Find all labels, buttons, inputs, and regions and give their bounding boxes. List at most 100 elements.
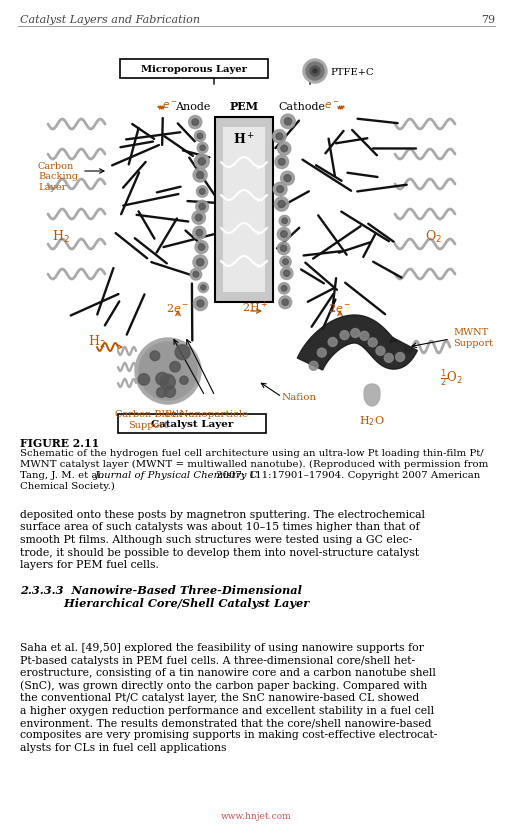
Circle shape <box>196 186 208 198</box>
Circle shape <box>278 243 290 255</box>
Text: Schematic of the hydrogen fuel cell architecture using an ultra-low Pt loading t: Schematic of the hydrogen fuel cell arch… <box>20 449 484 457</box>
Circle shape <box>160 375 175 390</box>
Text: 2.3.3.3  Nanowire-Based Three-Dimensional: 2.3.3.3 Nanowire-Based Three-Dimensional <box>20 585 302 595</box>
Text: Tang, J. M. et al.: Tang, J. M. et al. <box>20 470 107 479</box>
Text: deposited onto these posts by magnetron sputtering. The electrochemical: deposited onto these posts by magnetron … <box>20 509 425 519</box>
Circle shape <box>384 354 393 363</box>
Circle shape <box>275 156 288 170</box>
Circle shape <box>313 70 317 74</box>
Text: 79: 79 <box>481 15 495 25</box>
Circle shape <box>281 146 287 152</box>
Circle shape <box>150 352 160 361</box>
Circle shape <box>156 388 167 397</box>
Circle shape <box>192 120 199 126</box>
Circle shape <box>277 186 284 194</box>
Circle shape <box>197 134 203 140</box>
Circle shape <box>198 158 206 166</box>
Circle shape <box>197 301 204 308</box>
Circle shape <box>281 286 287 291</box>
Circle shape <box>281 246 287 253</box>
Text: Carbon
Backing
Layer: Carbon Backing Layer <box>38 161 78 191</box>
Circle shape <box>284 271 290 277</box>
Circle shape <box>193 227 206 240</box>
Circle shape <box>272 130 286 144</box>
Circle shape <box>198 244 205 251</box>
Circle shape <box>135 339 201 405</box>
Text: www.hnjet.com: www.hnjet.com <box>221 811 292 820</box>
Circle shape <box>193 256 207 270</box>
Text: 2007; 111:17901–17904. Copyright 2007 American: 2007; 111:17901–17904. Copyright 2007 Am… <box>213 470 480 479</box>
Text: H$_2$: H$_2$ <box>88 334 106 349</box>
Circle shape <box>164 387 175 398</box>
Circle shape <box>310 67 320 77</box>
Circle shape <box>196 230 203 237</box>
Text: erostructure, consisting of a tin nanowire core and a carbon nanotube shell: erostructure, consisting of a tin nanowi… <box>20 667 436 677</box>
Circle shape <box>139 343 197 401</box>
Text: Cathode: Cathode <box>278 102 325 112</box>
Text: $\frac{1}{2}$O$_2$: $\frac{1}{2}$O$_2$ <box>440 367 463 388</box>
Text: H$^+$: H$^+$ <box>233 132 255 147</box>
Text: O$_2$: O$_2$ <box>425 229 442 245</box>
Circle shape <box>278 229 290 242</box>
Text: PEM: PEM <box>229 101 259 112</box>
Circle shape <box>282 300 288 306</box>
Text: a higher oxygen reduction performance and excellent stability in a fuel cell: a higher oxygen reduction performance an… <box>20 705 434 715</box>
Circle shape <box>196 259 204 267</box>
Text: Nafion: Nafion <box>282 393 317 402</box>
Text: smooth Pt films. Although such structures were tested using a GC elec-: smooth Pt films. Although such structure… <box>20 534 412 544</box>
Circle shape <box>396 353 405 362</box>
Text: the conventional Pt/C catalyst layer, the SnC nanowire-based CL showed: the conventional Pt/C catalyst layer, th… <box>20 692 419 702</box>
Circle shape <box>360 332 369 341</box>
Circle shape <box>279 216 290 227</box>
Circle shape <box>279 283 290 295</box>
Circle shape <box>193 272 199 278</box>
Circle shape <box>156 373 169 386</box>
Text: Chemical Society.): Chemical Society.) <box>20 481 115 490</box>
Circle shape <box>193 169 207 183</box>
Circle shape <box>195 215 202 222</box>
Text: $e^-$: $e^-$ <box>324 99 340 110</box>
Text: H$_2$: H$_2$ <box>52 229 70 245</box>
Circle shape <box>274 198 289 212</box>
Circle shape <box>273 183 287 197</box>
Circle shape <box>194 132 206 142</box>
Circle shape <box>368 339 377 348</box>
Text: alysts for CLs in fuel cell applications: alysts for CLs in fuel cell applications <box>20 742 227 752</box>
Circle shape <box>196 172 204 180</box>
Text: trode, it should be possible to develop them into novel-structure catalyst: trode, it should be possible to develop … <box>20 546 419 556</box>
Circle shape <box>279 296 292 310</box>
Text: environment. The results demonstrated that the core/shell nanowire-based: environment. The results demonstrated th… <box>20 717 431 727</box>
Bar <box>215 118 273 303</box>
Circle shape <box>198 283 208 293</box>
Text: Carbon Black
Support: Carbon Black Support <box>114 410 182 430</box>
Circle shape <box>170 362 180 373</box>
Circle shape <box>303 60 327 84</box>
Text: layers for PEM fuel cells.: layers for PEM fuel cells. <box>20 560 159 570</box>
Circle shape <box>283 259 288 265</box>
Text: 2$e^-$: 2$e^-$ <box>328 301 352 314</box>
Text: Saha et al. [49,50] explored the feasibility of using nanowire supports for: Saha et al. [49,50] explored the feasibi… <box>20 643 424 652</box>
Text: 2H$^+$: 2H$^+$ <box>242 299 268 315</box>
Text: FIGURE 2.11: FIGURE 2.11 <box>20 437 99 449</box>
Text: MWNT
Support: MWNT Support <box>453 328 493 348</box>
Text: Pt Nanoparticle: Pt Nanoparticle <box>165 410 249 418</box>
Circle shape <box>200 190 205 195</box>
Circle shape <box>280 257 291 268</box>
Bar <box>120 60 268 79</box>
Bar <box>118 415 266 434</box>
Text: surface area of such catalysts was about 10–15 times higher than that of: surface area of such catalysts was about… <box>20 522 420 532</box>
Circle shape <box>175 345 190 360</box>
Circle shape <box>180 377 188 385</box>
Circle shape <box>281 232 287 238</box>
Text: $e^-$: $e^-$ <box>162 99 178 110</box>
Circle shape <box>318 349 326 358</box>
Text: H$_2$O: H$_2$O <box>359 413 385 427</box>
Text: Journal of Physical Chemistry C: Journal of Physical Chemistry C <box>95 470 259 479</box>
Circle shape <box>138 374 149 386</box>
Text: composites are very promising supports in making cost-effective electrocat-: composites are very promising supports i… <box>20 729 438 739</box>
Text: (SnC), was grown directly onto the carbon paper backing. Compared with: (SnC), was grown directly onto the carbo… <box>20 680 427 691</box>
Circle shape <box>197 143 208 154</box>
Circle shape <box>281 172 294 185</box>
Circle shape <box>309 362 318 371</box>
Circle shape <box>189 117 202 129</box>
